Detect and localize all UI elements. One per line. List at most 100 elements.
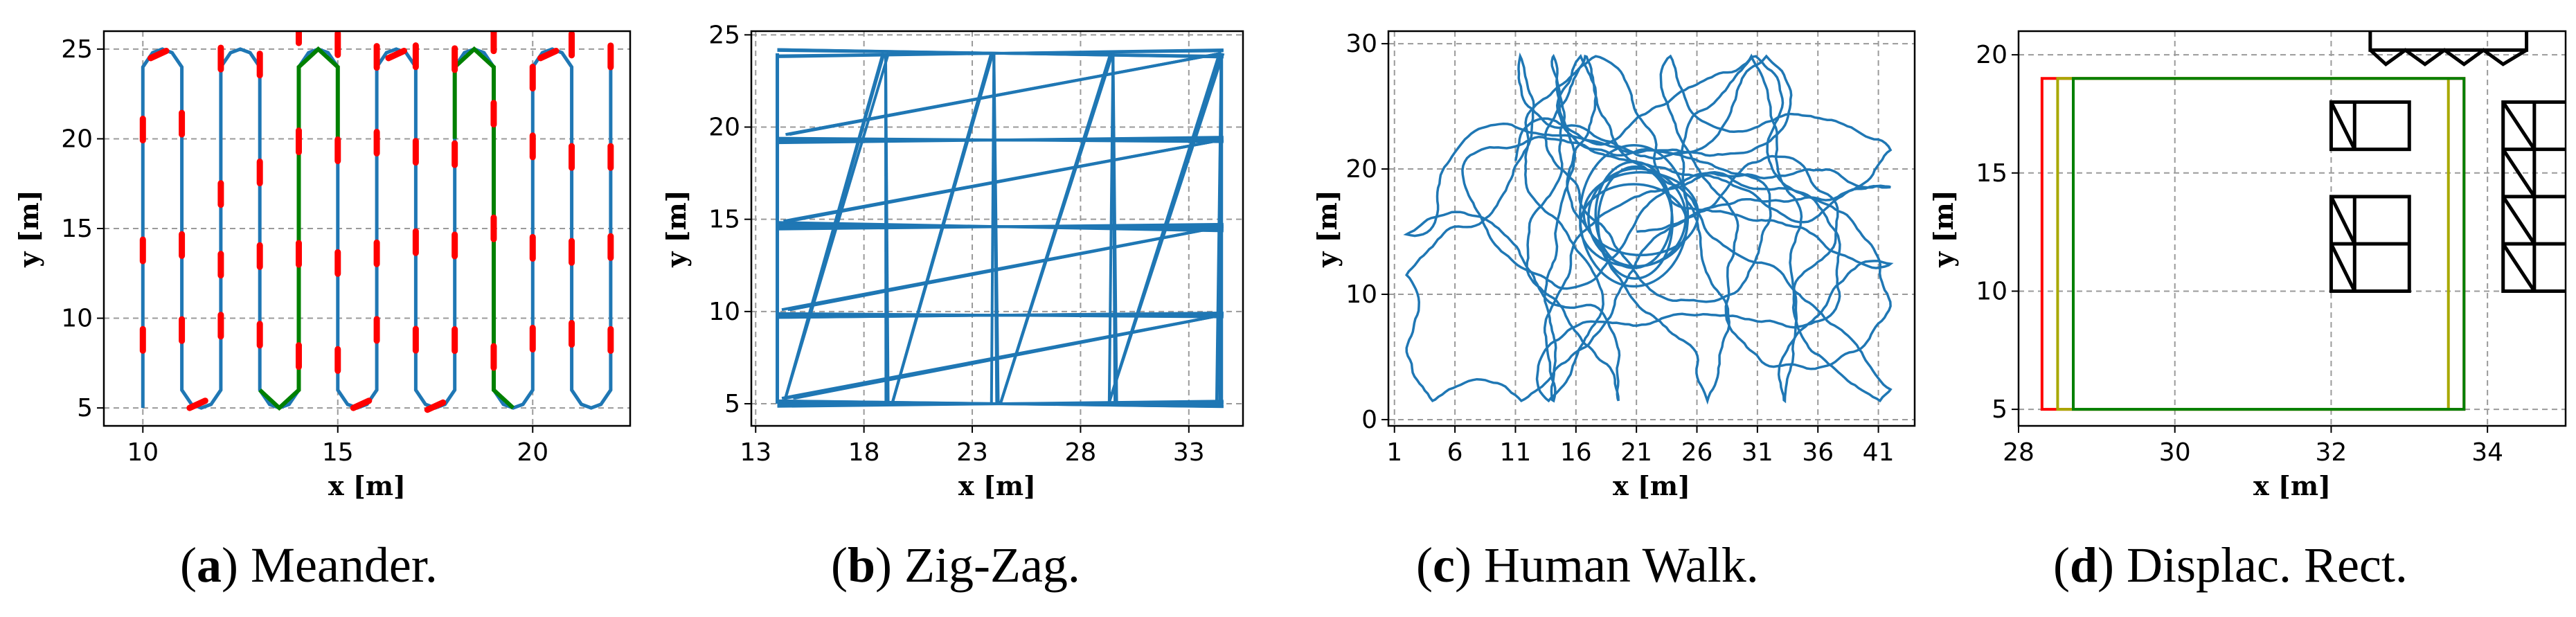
obstacle-line	[2501, 242, 2536, 292]
x-tick-label: 18	[848, 438, 880, 467]
human-walk-loop	[1597, 165, 1674, 280]
y-tick-label: 20	[708, 114, 740, 142]
meander-green-segment	[452, 46, 515, 410]
y-tick-label: 15	[1976, 159, 2007, 188]
caption-d: (d) Displac. Rect.	[2053, 537, 2408, 593]
obstacle-box	[2368, 31, 2529, 52]
meander-red-mark	[424, 399, 447, 413]
y-tick-label: 5	[724, 390, 740, 418]
x-axis-label: x [m]	[328, 470, 406, 501]
x-tick-label: 30	[2159, 438, 2191, 467]
meander-red-mark	[537, 48, 560, 62]
x-tick-label: 1	[1386, 438, 1402, 467]
x-tick-label: 34	[2471, 438, 2503, 467]
y-axis-label: y [m]	[661, 190, 692, 267]
meander-red-mark	[186, 397, 208, 411]
y-axis-label: y [m]	[13, 190, 44, 267]
displaced-rectangle-green	[2072, 77, 2466, 411]
chart-2: 13 18 23 28 33 5 10 15 20 25 x [m] y [m]	[661, 21, 1244, 501]
y-tick-label: 10	[708, 298, 740, 326]
zigzag-vertical	[1111, 53, 1118, 404]
x-tick-label: 15	[322, 438, 354, 467]
x-tick-label: 36	[1802, 438, 1834, 467]
human-walk-loop	[1582, 170, 1699, 257]
y-tick-label: 15	[61, 215, 93, 243]
obstacle-line	[2329, 101, 2356, 150]
zigzag-steep	[999, 53, 1112, 404]
human-walk-path	[1403, 52, 1894, 405]
chart-4: 28 30 32 34 5 10 15 20 x [m] y [m]	[1928, 30, 2567, 501]
x-tick-label: 13	[740, 438, 771, 467]
y-axis-label: y [m]	[1928, 190, 1959, 267]
zigzag-row	[777, 48, 1224, 59]
x-tick-label: 28	[1065, 438, 1097, 467]
caption-a: (a) Meander.	[180, 537, 438, 593]
y-tick-label: 25	[61, 35, 93, 64]
x-tick-label: 41	[1863, 438, 1895, 467]
plot-frame	[2017, 30, 2567, 427]
x-axis-label: x [m]	[958, 470, 1036, 501]
x-tick-label: 21	[1620, 438, 1652, 467]
y-tick-label: 15	[708, 206, 740, 234]
obstacle-line	[2329, 243, 2356, 292]
meander-red-mark	[385, 48, 407, 62]
y-tick-label: 20	[1345, 155, 1377, 184]
obstacle-line	[2501, 148, 2536, 198]
x-tick-label: 11	[1500, 438, 1532, 467]
y-tick-label: 5	[1992, 395, 2007, 424]
x-axis-label: x [m]	[2253, 470, 2331, 501]
x-tick-label: 31	[1742, 438, 1773, 467]
y-tick-label: 5	[77, 394, 93, 422]
zigzag-vertical	[884, 53, 889, 404]
y-tick-label: 10	[61, 305, 93, 333]
zigzag-row	[777, 137, 1224, 143]
y-tick-label: 20	[1976, 41, 2007, 69]
x-axis-label: x [m]	[1613, 470, 1690, 501]
plot-area	[776, 48, 1225, 409]
x-tick-label: 33	[1173, 438, 1205, 467]
human-walk-loop	[1578, 144, 1690, 288]
y-tick-label: 10	[1976, 277, 2007, 305]
plot-area	[1403, 52, 1894, 405]
y-axis-label: y [m]	[1312, 190, 1343, 267]
plot-frame	[1387, 30, 1916, 427]
zigzag-diagonal	[785, 314, 1222, 400]
zigzag-row	[777, 312, 1224, 319]
plot-area	[2040, 31, 2566, 411]
plot-area	[139, 31, 614, 413]
chart-1: 10 15 20 5 10 15 20 25 x [m] y [m]	[13, 30, 632, 501]
x-tick-label: 32	[2316, 438, 2347, 467]
obstacle-zigzag	[2369, 48, 2528, 67]
y-tick-label: 20	[61, 125, 93, 153]
obstacle-box	[2329, 100, 2411, 152]
x-tick-label: 10	[127, 438, 159, 467]
y-tick-label: 0	[1361, 406, 1377, 434]
human-walk-loop	[1587, 167, 1688, 268]
y-tick-label: 25	[708, 21, 740, 49]
x-tick-label: 23	[956, 438, 988, 467]
zigzag-row	[777, 224, 1224, 229]
zigzag-diagonal	[783, 138, 1222, 223]
meander-red-mark	[350, 397, 373, 411]
obstacle-line	[2501, 195, 2536, 245]
caption-b: (b) Zig-Zag.	[831, 537, 1080, 593]
obstacle-line	[2329, 195, 2356, 245]
y-tick-label: 10	[1345, 280, 1377, 309]
zigzag-vertical	[990, 53, 996, 404]
meander-green-segment	[258, 46, 340, 411]
obstacle-line	[2501, 101, 2536, 151]
caption-c: (c) Human Walk.	[1416, 537, 1759, 593]
zigzag-steep	[782, 53, 884, 404]
plot-frame	[102, 30, 632, 427]
zigzag-steep	[891, 53, 993, 404]
y-tick-label: 30	[1345, 30, 1377, 58]
plot-frame	[750, 30, 1244, 427]
zigzag-steep	[1107, 53, 1221, 404]
x-tick-label: 6	[1447, 438, 1463, 467]
zigzag-diagonal	[785, 51, 1222, 136]
x-tick-label: 20	[517, 438, 548, 467]
meander-red-mark	[147, 48, 170, 62]
x-tick-label: 26	[1681, 438, 1713, 467]
